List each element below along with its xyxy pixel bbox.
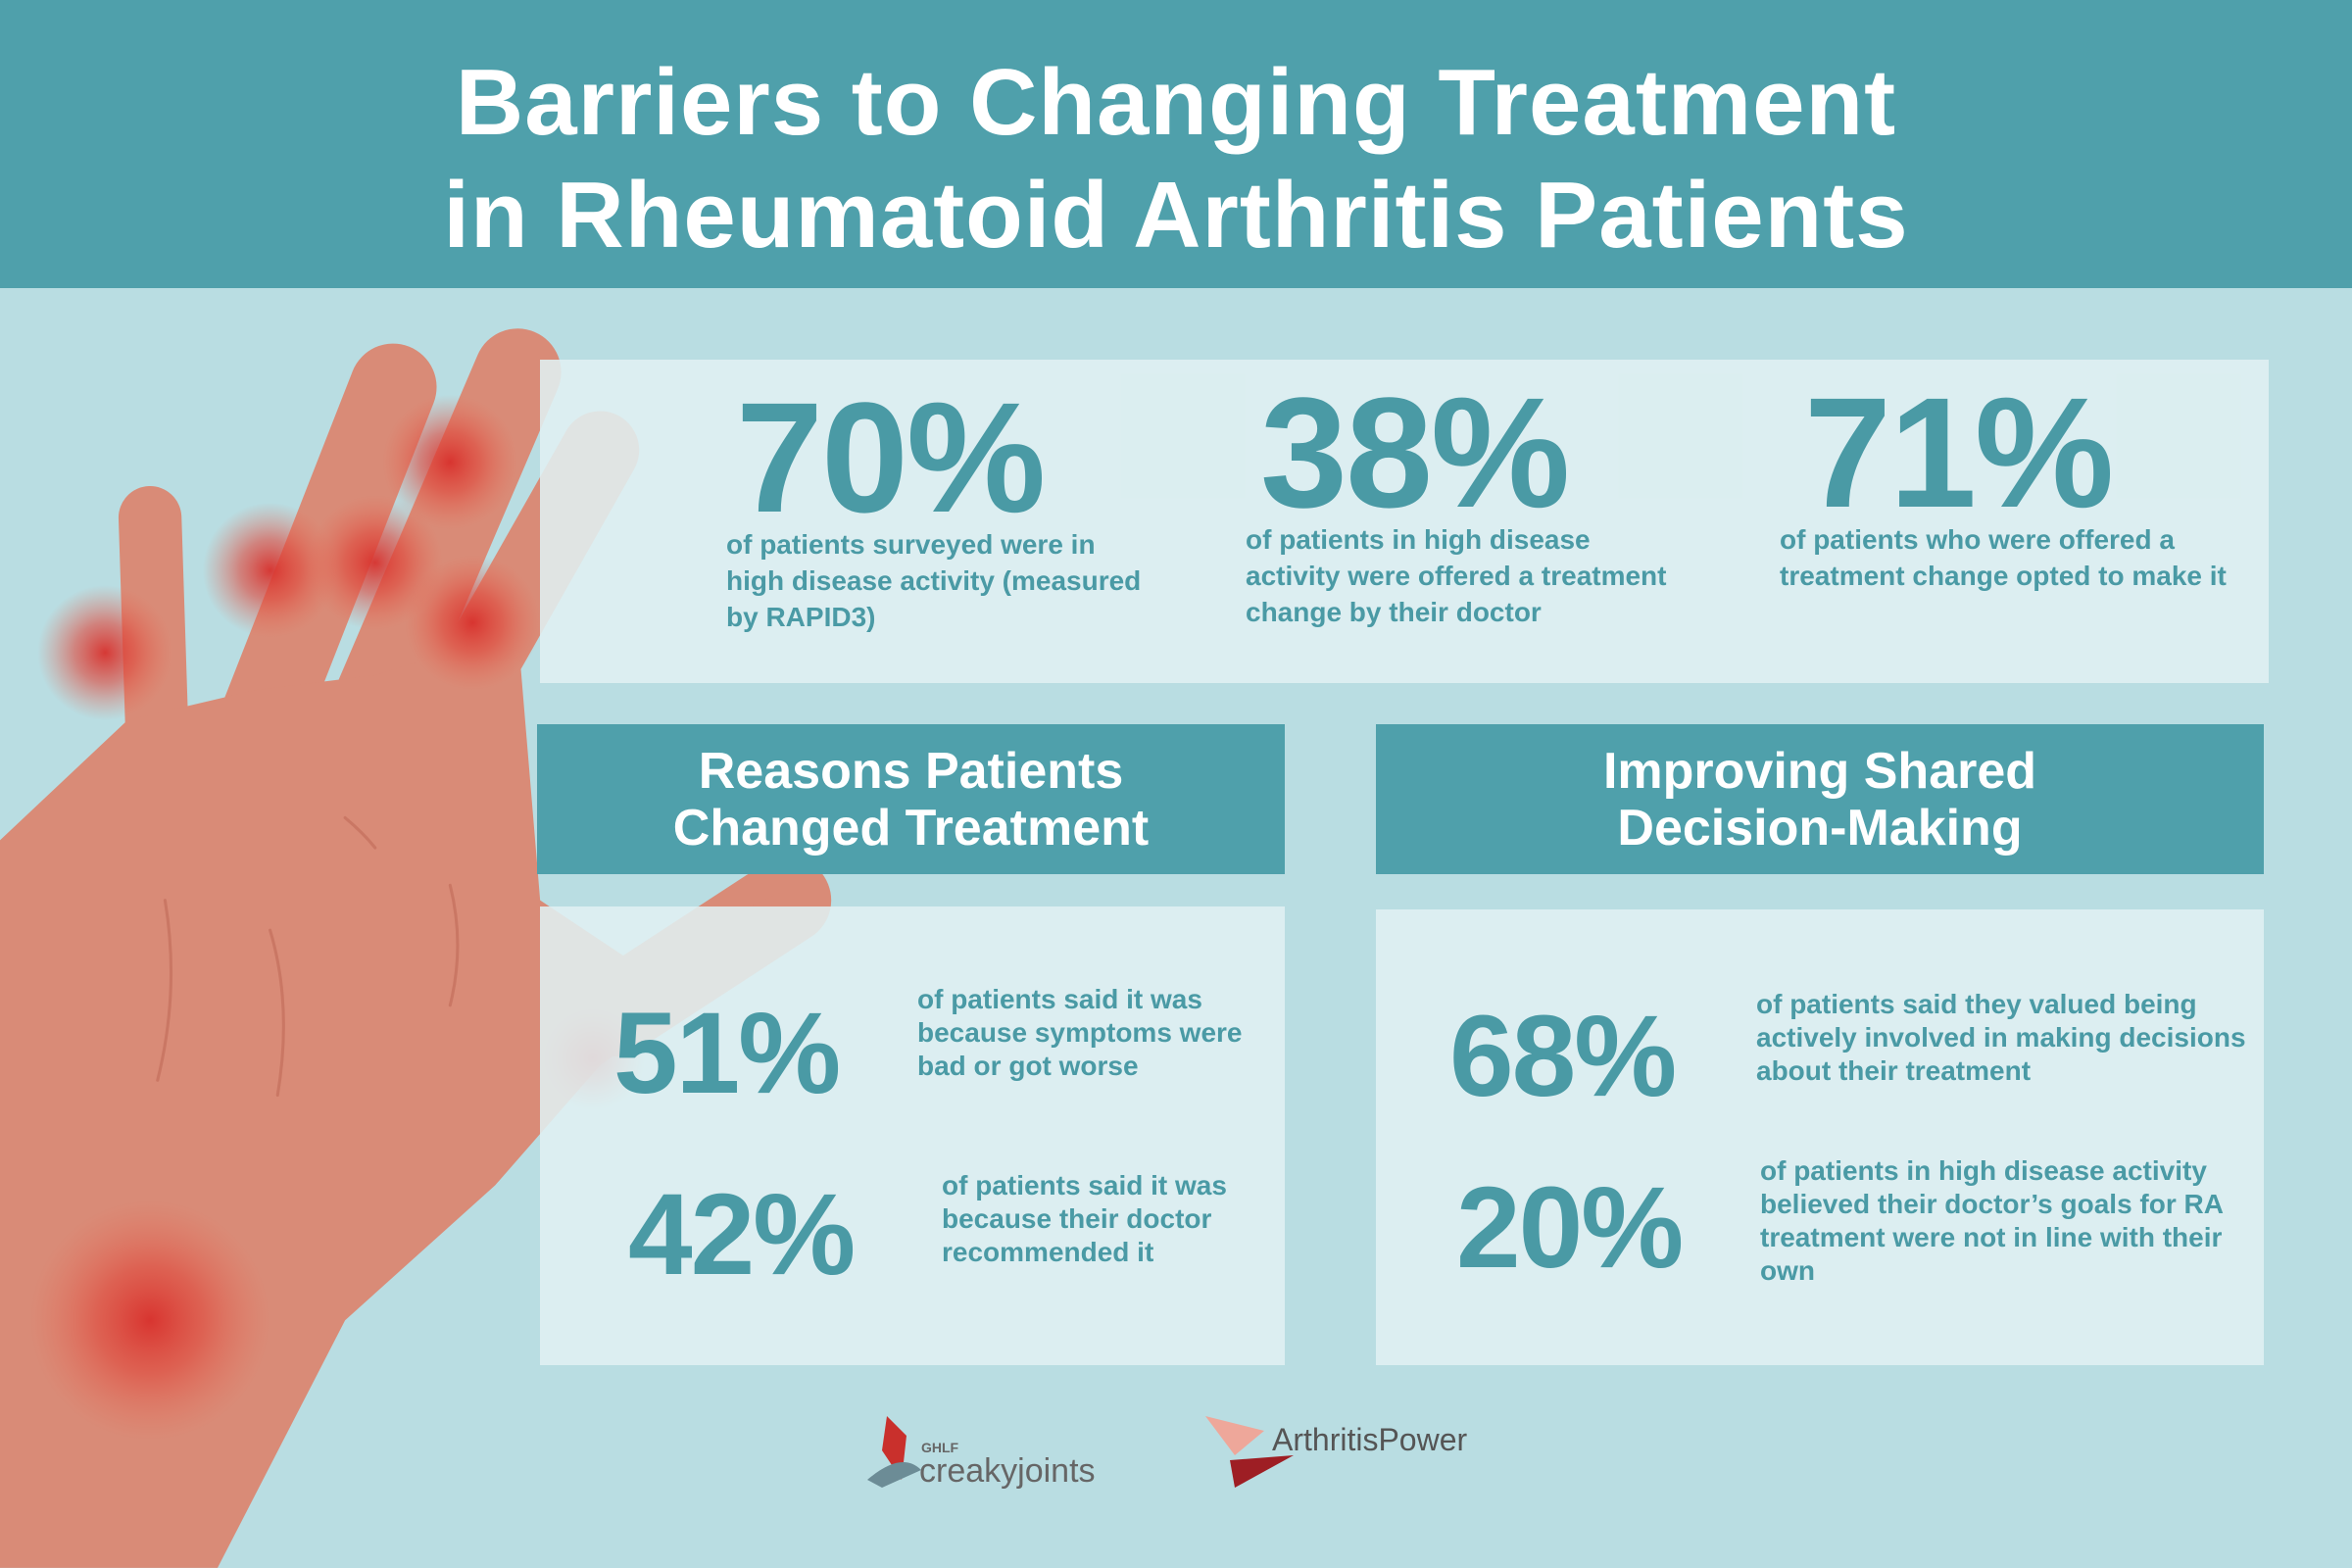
stat-text: of patients said it was because symptoms… xyxy=(917,984,1243,1081)
section-heading: Improving Shared Decision-Making xyxy=(1376,724,2264,874)
section-heading-text: Reasons Patients Changed Treatment xyxy=(672,742,1150,857)
stat-text: of patients in high disease activity bel… xyxy=(1760,1155,2223,1286)
header-band: Barriers to Changing Treatment in Rheuma… xyxy=(0,0,2352,288)
section-heading-text: Improving Shared Decision-Making xyxy=(1602,742,2037,857)
stat-text: of patients said it was because their do… xyxy=(942,1170,1227,1267)
section-heading: Reasons Patients Changed Treatment xyxy=(537,724,1285,874)
stat-value: 68% xyxy=(1449,992,1677,1121)
stat-value: 71% xyxy=(1804,365,2114,540)
title-line: Barriers to Changing Treatment xyxy=(455,50,1897,155)
creakyjoints-mark xyxy=(867,1462,921,1488)
section-panel: 51% of patients said it was because symp… xyxy=(540,906,1285,1365)
stat-text: of patients in high disease activity wer… xyxy=(1246,524,1667,627)
stat-value: 38% xyxy=(1260,365,1570,540)
stat-text: of patients surveyed were in high diseas… xyxy=(726,529,1142,632)
stat-value: 42% xyxy=(628,1170,856,1299)
arthritispower-mark xyxy=(1205,1416,1264,1455)
title-line: in Rheumatoid Arthritis Patients xyxy=(443,163,1909,268)
stat-value: 20% xyxy=(1456,1163,1684,1293)
arthritispower-mark xyxy=(1230,1455,1294,1488)
stat-text: of patients who were offered a treatment… xyxy=(1780,524,2227,591)
stat-text: of patients said they valued being activ… xyxy=(1756,989,2246,1086)
logos: GHLF creakyjoints ArthritisPower xyxy=(867,1416,1468,1490)
stat-value: 70% xyxy=(736,369,1046,545)
creakyjoints-text: creakyjoints xyxy=(919,1452,1096,1490)
section-panel: 68% of patients said they valued being a… xyxy=(1376,909,2264,1365)
stat-value: 51% xyxy=(613,989,841,1118)
ghlf-text: GHLF xyxy=(921,1440,959,1455)
top-stats-panel: 70% of patients surveyed were in high di… xyxy=(540,360,2269,683)
arthritispower-text: ArthritisPower xyxy=(1272,1422,1468,1457)
